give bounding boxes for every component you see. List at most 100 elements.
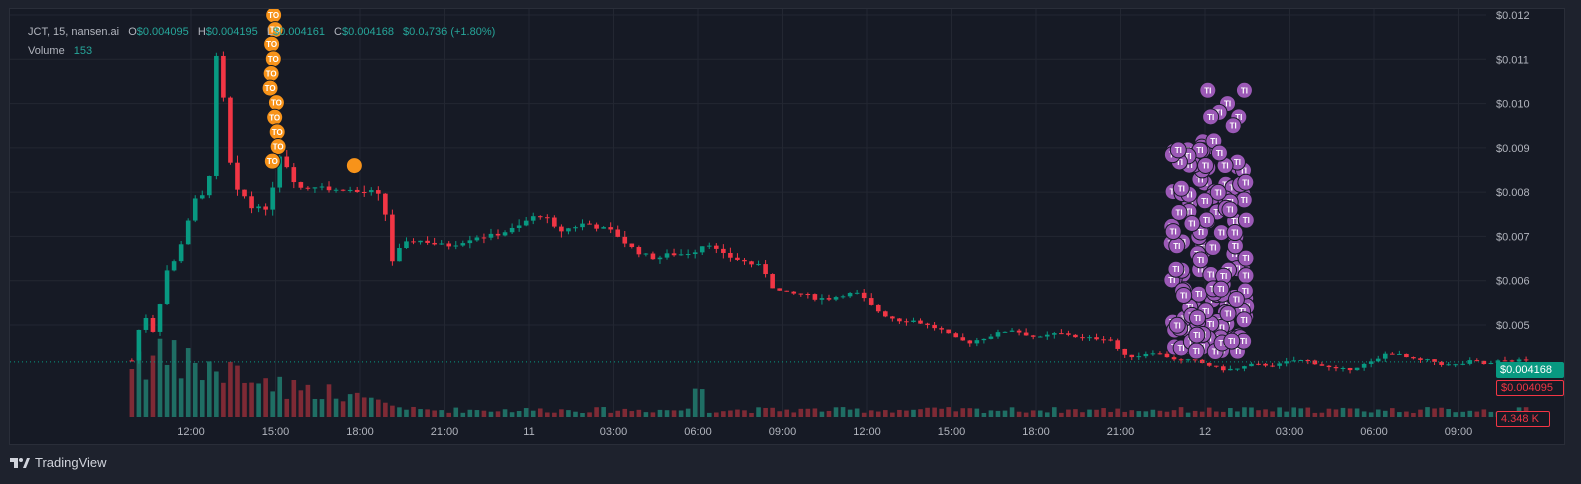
trade-out-marker[interactable]: TO (261, 79, 279, 97)
candle-body (1277, 363, 1282, 366)
trade-in-marker[interactable]: TI (1235, 332, 1253, 350)
trade-in-marker[interactable]: TI (1235, 311, 1253, 329)
volume-bar (622, 408, 628, 417)
trade-in-marker[interactable]: TI (1191, 251, 1209, 269)
candle-body (488, 233, 494, 238)
trade-in-marker[interactable]: TI (1212, 280, 1230, 298)
trade-out-marker[interactable]: TO (263, 152, 281, 170)
volume-bar (411, 406, 416, 417)
volume-bar (481, 410, 487, 417)
trade-out-marker[interactable]: TO (262, 64, 280, 82)
open-value: $0.004095 (136, 26, 189, 38)
volume-bar (1115, 408, 1120, 417)
svg-text:TI: TI (1228, 337, 1235, 346)
trade-in-marker[interactable]: TI (1188, 309, 1206, 327)
trade-in-marker[interactable]: TI (1196, 192, 1214, 210)
svg-text:TI: TI (1194, 314, 1201, 323)
volume-bar (1178, 407, 1184, 417)
trade-in-marker[interactable]: TI (1199, 81, 1217, 99)
volume-bar (953, 411, 959, 417)
trade-in-marker[interactable]: TI (1164, 223, 1182, 241)
trade-in-marker[interactable]: TI (1172, 179, 1190, 197)
svg-text:TI: TI (1241, 196, 1248, 205)
trade-in-marker[interactable]: TI (1168, 237, 1186, 255)
volume-bar (1411, 412, 1416, 417)
volume-bar (608, 412, 613, 417)
trade-out-marker[interactable]: TO (264, 50, 282, 68)
trade-in-marker[interactable]: TI (1183, 214, 1201, 232)
volume-bar (1009, 407, 1015, 417)
trade-in-marker[interactable]: TI (1219, 305, 1237, 323)
volume-bar (1192, 410, 1198, 417)
trade-in-marker[interactable]: TI (1223, 332, 1241, 350)
trade-in-marker[interactable]: TI (1167, 260, 1185, 278)
svg-text:TI: TI (1234, 265, 1241, 274)
trade-out-marker[interactable]: TO (269, 138, 287, 156)
trade-in-marker[interactable]: TI (1197, 156, 1215, 174)
volume-bar (1340, 407, 1346, 417)
trade-in-marker[interactable]: TI (1226, 237, 1244, 255)
svg-text:TI: TI (1184, 152, 1191, 161)
x-tick-label: 18:00 (346, 426, 374, 438)
candle-body (1446, 364, 1451, 366)
trade-in-marker[interactable]: TI (1224, 117, 1242, 135)
svg-text:TI: TI (1207, 113, 1214, 122)
candle-body (383, 193, 388, 215)
trade-in-marker[interactable]: TI (1221, 201, 1239, 219)
candle-body (706, 245, 712, 247)
trade-in-marker[interactable]: TI (1198, 211, 1216, 229)
trade-in-marker[interactable]: TI (1235, 191, 1253, 209)
trade-in-marker[interactable]: TI (1237, 249, 1255, 267)
trade-in-marker[interactable]: TI (1188, 326, 1206, 344)
trade-out-marker[interactable]: TO (263, 35, 281, 53)
candle-body (826, 298, 832, 300)
volume-bar (354, 392, 360, 417)
trade-out-marker[interactable]: TO (267, 94, 285, 112)
last-price-badge: $0.004168 (1496, 362, 1564, 378)
x-tick-label: 15:00 (262, 426, 290, 438)
volume-bar (256, 383, 261, 417)
trade-out-marker[interactable] (345, 157, 363, 175)
trade-in-marker[interactable]: TI (1235, 81, 1253, 99)
chart-panel[interactable]: TO TO TO TO TO TO TO TO TO TO TO TI TI TI TI TI TI TI TI TI… (9, 8, 1565, 445)
trade-in-marker[interactable]: TI (1237, 211, 1255, 229)
trade-in-marker[interactable]: TI (1237, 267, 1255, 285)
candle-body (390, 214, 395, 262)
x-tick-label: 12:00 (853, 426, 881, 438)
candle-body (890, 316, 895, 319)
volume-bar (1425, 407, 1430, 417)
trade-in-marker[interactable]: TI (1187, 342, 1205, 360)
tradingview-brand[interactable]: TradingView (10, 455, 107, 470)
trade-out-marker[interactable]: TO (266, 108, 284, 126)
volume-label: Volume (28, 45, 65, 57)
volume-bar (439, 410, 444, 417)
trade-in-marker[interactable]: TI (1204, 239, 1222, 257)
trade-in-marker[interactable]: TI (1227, 290, 1245, 308)
price-chart[interactable]: TO TO TO TO TO TO TO TO TO TO TO TI TI TI TI TI TI TI TI TI… (10, 9, 1566, 446)
candle-body (1333, 367, 1339, 369)
candle-body (1249, 363, 1254, 367)
candle-body (425, 240, 430, 243)
volume-bar (1073, 409, 1078, 417)
trade-out-marker[interactable]: TO (268, 123, 286, 141)
trade-in-marker[interactable]: TI (1170, 203, 1188, 221)
trade-in-marker[interactable]: TI (1209, 183, 1227, 201)
svg-text:TI: TI (1229, 184, 1236, 193)
trade-out-marker[interactable]: TO (265, 9, 283, 24)
volume-bar (580, 412, 585, 417)
trade-in-marker[interactable]: TI (1168, 316, 1186, 334)
trade-in-marker[interactable]: TI (1202, 108, 1220, 126)
trade-in-marker[interactable]: TI (1210, 144, 1228, 162)
svg-text:TI: TI (1196, 146, 1203, 155)
trade-in-marker[interactable]: TI (1237, 173, 1255, 191)
trade-in-marker[interactable]: TI (1169, 141, 1187, 159)
trade-in-marker[interactable]: TI (1175, 286, 1193, 304)
trade-in-marker[interactable]: TI (1226, 224, 1244, 242)
candle-body (1136, 356, 1142, 358)
candle-body (868, 298, 874, 305)
candle-body (1467, 360, 1473, 364)
x-tick-label: 03:00 (600, 426, 628, 438)
candle-body (1460, 363, 1466, 365)
trade-markers: TO TO TO TO TO TO TO TO TO TO TO TI TI TI TI TI TI TI TI TI… (261, 9, 1256, 361)
volume-bar (1143, 411, 1149, 417)
